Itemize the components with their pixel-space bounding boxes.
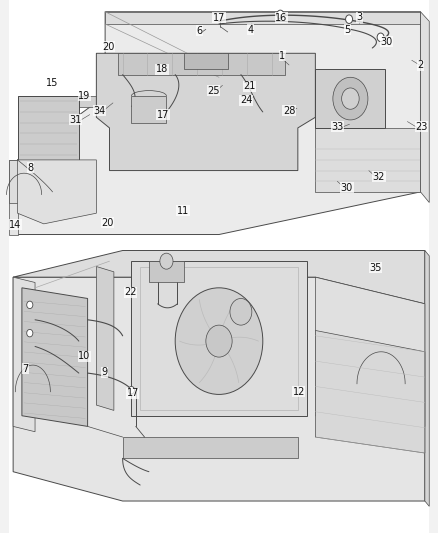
- Text: 21: 21: [244, 82, 256, 91]
- Text: 16: 16: [275, 13, 287, 22]
- Polygon shape: [18, 160, 96, 224]
- Polygon shape: [96, 266, 114, 410]
- Text: 7: 7: [22, 364, 28, 374]
- Polygon shape: [123, 437, 298, 458]
- Text: 8: 8: [28, 163, 34, 173]
- Polygon shape: [18, 96, 105, 107]
- Text: 3: 3: [356, 12, 362, 22]
- Polygon shape: [13, 277, 425, 501]
- Text: 20: 20: [102, 42, 115, 52]
- Circle shape: [333, 77, 368, 120]
- Polygon shape: [13, 277, 35, 432]
- Polygon shape: [118, 53, 285, 75]
- Text: 9: 9: [101, 367, 107, 377]
- Circle shape: [206, 325, 232, 357]
- Text: 30: 30: [380, 37, 392, 46]
- Polygon shape: [18, 12, 420, 235]
- Circle shape: [342, 88, 359, 109]
- Polygon shape: [9, 160, 18, 203]
- Polygon shape: [9, 243, 429, 533]
- Polygon shape: [13, 251, 425, 304]
- Text: 1: 1: [279, 51, 286, 61]
- Polygon shape: [22, 288, 88, 426]
- Text: 28: 28: [283, 106, 295, 116]
- Text: 17: 17: [213, 13, 225, 22]
- Polygon shape: [425, 251, 429, 506]
- Text: 15: 15: [46, 78, 58, 87]
- Polygon shape: [105, 12, 420, 24]
- Polygon shape: [315, 277, 425, 437]
- Circle shape: [175, 288, 263, 394]
- Circle shape: [160, 253, 173, 269]
- Text: 22: 22: [124, 287, 137, 297]
- Polygon shape: [9, 160, 18, 235]
- Text: 31: 31: [69, 115, 81, 125]
- Polygon shape: [149, 261, 184, 282]
- Circle shape: [377, 33, 384, 42]
- Text: 23: 23: [415, 122, 427, 132]
- Circle shape: [128, 386, 134, 394]
- Text: 10: 10: [78, 351, 91, 361]
- Text: 19: 19: [78, 91, 91, 101]
- Circle shape: [346, 15, 353, 23]
- Text: 20: 20: [101, 218, 113, 228]
- Polygon shape: [315, 69, 385, 128]
- Polygon shape: [315, 330, 425, 453]
- Text: 2: 2: [417, 60, 424, 70]
- Text: 6: 6: [196, 26, 202, 36]
- Polygon shape: [18, 96, 79, 160]
- Text: 14: 14: [9, 220, 21, 230]
- Circle shape: [27, 329, 33, 337]
- Polygon shape: [9, 0, 429, 243]
- Polygon shape: [131, 261, 307, 416]
- Text: 17: 17: [127, 389, 139, 398]
- Polygon shape: [315, 128, 420, 192]
- Text: 35: 35: [370, 263, 382, 272]
- Text: 25: 25: [208, 86, 220, 95]
- Text: 12: 12: [293, 387, 305, 397]
- Circle shape: [27, 301, 33, 309]
- Polygon shape: [96, 53, 315, 171]
- Text: 4: 4: [247, 25, 254, 35]
- Text: 32: 32: [373, 172, 385, 182]
- Text: 5: 5: [344, 25, 350, 35]
- Circle shape: [277, 10, 284, 19]
- Text: 17: 17: [157, 110, 169, 119]
- Text: 18: 18: [156, 64, 168, 74]
- Text: 30: 30: [341, 183, 353, 192]
- Text: 33: 33: [331, 122, 343, 132]
- Circle shape: [230, 298, 252, 325]
- Polygon shape: [184, 53, 228, 69]
- Text: 11: 11: [177, 206, 189, 215]
- Text: 24: 24: [240, 95, 252, 105]
- Text: 34: 34: [94, 106, 106, 116]
- Polygon shape: [131, 96, 166, 123]
- Polygon shape: [420, 12, 429, 203]
